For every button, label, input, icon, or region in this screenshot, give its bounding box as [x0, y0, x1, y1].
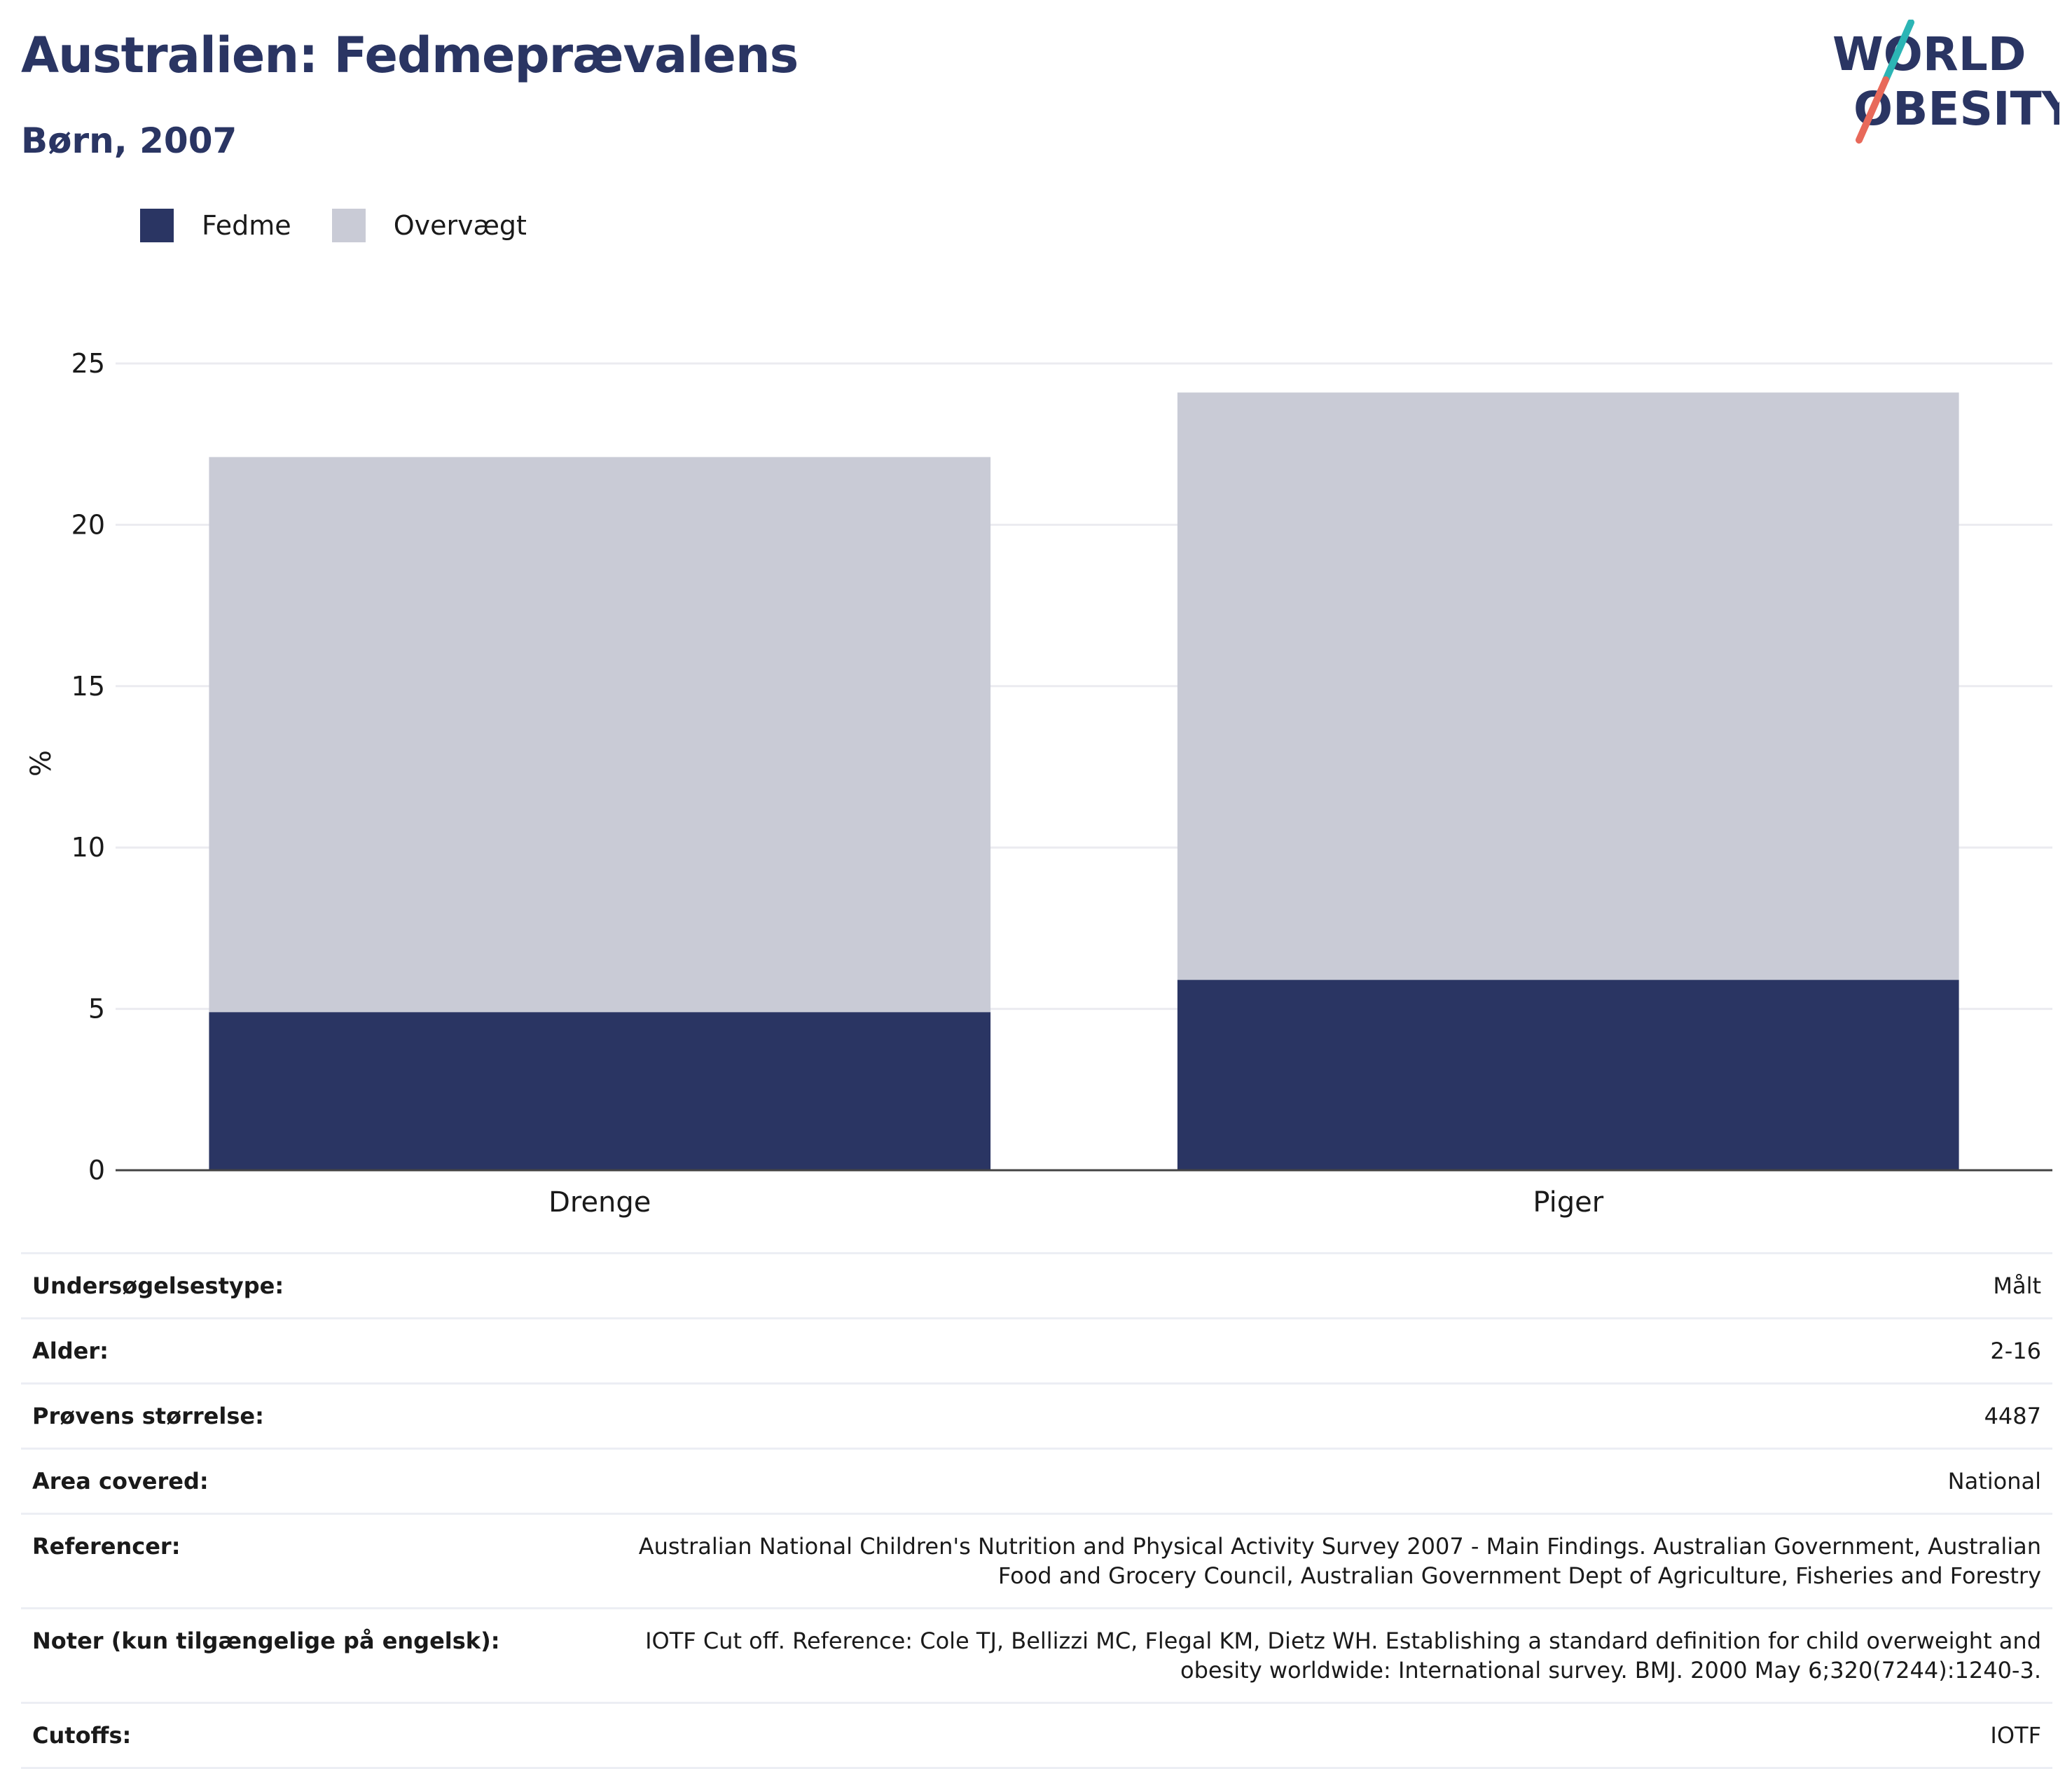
info-label: Prøvens størrelse:	[21, 1382, 576, 1449]
info-value: IOTF Cut off. Reference: Cole TJ, Belliz…	[576, 1607, 2052, 1703]
info-row: Prøvens størrelse: 4487	[21, 1382, 2052, 1449]
y-tick-label: 15	[71, 671, 105, 702]
logo-slash-teal	[1882, 20, 1914, 83]
legend-label-overvaegt: Overvægt	[393, 210, 527, 241]
bar-chart: 0 5 10 15 20 25% Drenge Piger	[25, 348, 2052, 1219]
info-label: Noter (kun tilgængelige på engelsk):	[21, 1607, 576, 1703]
y-tick-label: 25	[71, 348, 105, 379]
y-tick-label: 10	[71, 832, 105, 863]
chart-title: Australien: Fedmeprævalens	[21, 27, 799, 84]
bar-overvaegt	[1177, 392, 1959, 980]
bar-fedme	[1177, 980, 1959, 1170]
world-obesity-logo: WORLD OBESITY	[1832, 20, 2059, 144]
info-row: Cutoffs: IOTF	[21, 1702, 2052, 1769]
info-row: Area covered: National	[21, 1448, 2052, 1514]
legend-swatch-overvaegt	[331, 209, 366, 242]
info-row: Alder: 2-16	[21, 1317, 2052, 1384]
info-value: 2-16	[576, 1317, 2052, 1384]
info-label: Area covered:	[21, 1448, 576, 1514]
legend-swatch-fedme	[140, 209, 174, 242]
info-label: Referencer:	[21, 1513, 576, 1609]
info-label: Alder:	[21, 1317, 576, 1384]
bar-fedme	[209, 1012, 991, 1170]
logo-line1: WORLD	[1832, 27, 2026, 81]
info-label: Cutoffs:	[21, 1702, 576, 1769]
info-value: IOTF	[576, 1702, 2052, 1769]
info-value: National	[576, 1448, 2052, 1514]
x-tick-label: Drenge	[548, 1186, 651, 1219]
info-row: Referencer: Australian National Children…	[21, 1513, 2052, 1609]
y-axis-label: %	[25, 750, 57, 777]
info-label: Undersøgelsestype:	[21, 1252, 576, 1319]
info-value: 4487	[576, 1382, 2052, 1449]
legend-label-fedme: Fedme	[202, 210, 291, 241]
info-value: Målt	[576, 1252, 2052, 1319]
info-value: Australian National Children's Nutrition…	[576, 1513, 2052, 1609]
y-tick-label: 5	[88, 994, 105, 1025]
x-tick-label: Piger	[1533, 1186, 1603, 1219]
info-row: Undersøgelsestype: Målt	[21, 1252, 2052, 1319]
chart-subtitle: Børn, 2007	[21, 120, 237, 161]
y-tick-label: 20	[71, 509, 105, 540]
info-row: Noter (kun tilgængelige på engelsk): IOT…	[21, 1607, 2052, 1703]
bar-overvaegt	[209, 457, 991, 1013]
y-tick-label: 0	[88, 1155, 105, 1186]
chart-legend: Fedme Overvægt	[140, 207, 567, 244]
logo-slash-coral	[1856, 76, 1889, 144]
survey-info-table: Undersøgelsestype: Målt Alder: 2-16 Prøv…	[21, 1252, 2052, 1769]
logo-line2: OBESITY	[1853, 82, 2059, 136]
